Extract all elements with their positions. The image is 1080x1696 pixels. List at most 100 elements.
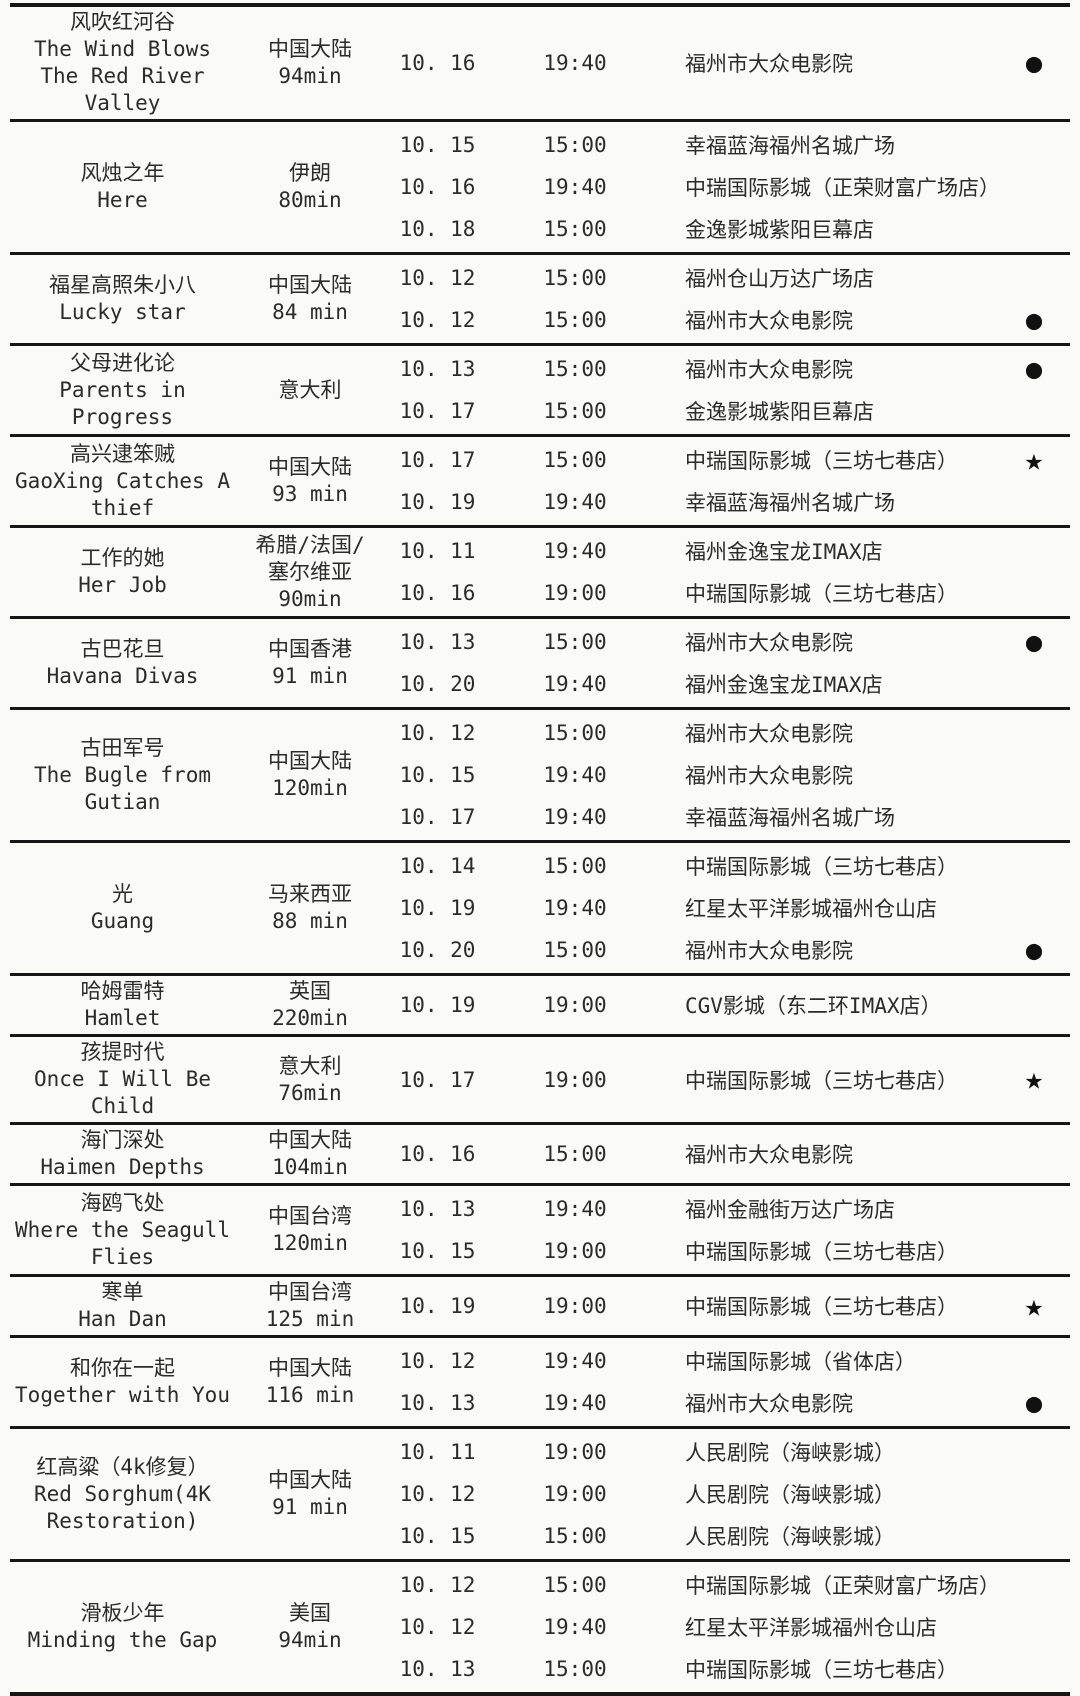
screening-schedule-table: 风吹红河谷 The Wind Blows The Red River Valle… [10, 3, 1070, 1696]
showing-venue: 福州仓山万达广场店 [685, 267, 874, 291]
showings-list: 10. 17 19:00 中瑞国际影城（三坊七巷店） ★ [385, 1039, 1070, 1120]
showing-time: 19:00 [543, 1482, 607, 1506]
film-origin-cell: 中国台湾 120min [235, 1188, 385, 1272]
showing-date: 10. 17 [399, 1067, 476, 1092]
star-marker-icon: ★ [1024, 1287, 1044, 1324]
showings-list: 10. 16 19:40 福州市大众电影院 ● [385, 9, 1070, 117]
showing-row: 10. 15 19:40 福州市大众电影院 [385, 754, 1070, 796]
showing-time: 15:00 [543, 1524, 607, 1548]
showing-venue: 福州市大众电影院 [685, 52, 853, 76]
film-title-cell: 和你在一起 Together with You [10, 1340, 235, 1424]
film-title-zh: 孩提时代 [80, 1040, 165, 1064]
film-title-cell: 古田军号 The Bugle from Gutian [10, 712, 235, 838]
showing-row: 10. 18 15:00 金逸影城紫阳巨幕店 [385, 208, 1070, 250]
film-title-zh: 古巴花旦 [80, 637, 165, 661]
showing-date: 10. 13 [399, 1657, 476, 1681]
showing-time: 15:00 [543, 854, 607, 878]
showing-venue: 福州市大众电影院 [685, 309, 853, 333]
film-row: 古巴花旦 Havana Divas 中国香港 91 min 10. 13 15:… [10, 619, 1070, 710]
showing-time: 19:40 [543, 51, 607, 75]
film-origin-cell: 意大利 76min [235, 1039, 385, 1120]
showing-venue: 福州市大众电影院 [685, 764, 853, 788]
showings-list: 10. 13 19:40 福州金融街万达广场店 10. 15 19:00 中瑞国… [385, 1188, 1070, 1272]
showing-date: 10. 18 [399, 217, 476, 241]
showing-time: 19:00 [543, 581, 607, 605]
film-title-en: Guang [90, 909, 155, 933]
film-title-zh: 风烛之年 [80, 161, 165, 185]
showing-time: 15:00 [543, 630, 607, 654]
film-origin-cell: 中国大陆 91 min [235, 1431, 385, 1557]
film-origin: 希腊/法国/ 塞尔维亚 [255, 532, 365, 584]
film-title-zh: 寒单 [101, 1280, 144, 1304]
showings-list: 10. 13 15:00 福州市大众电影院 ● 10. 20 19:40 福州金… [385, 621, 1070, 705]
film-title-zh: 高兴逮笨贼 [70, 441, 175, 466]
film-title-en: The Wind Blows The Red River Valley [33, 37, 211, 115]
showing-row: 10. 19 19:00 CGV影城（东二环IMAX店） [385, 984, 1070, 1026]
film-origin: 中国大陆 [268, 1356, 352, 1380]
showing-date: 10. 15 [399, 1524, 476, 1548]
film-duration: 90min [278, 586, 342, 611]
film-title-zh: 福星高照朱小八 [49, 273, 196, 297]
showing-time: 19:40 [543, 763, 607, 787]
showing-row: 10. 16 19:40 福州市大众电影院 ● [385, 42, 1070, 84]
film-title-en: Lucky star [59, 300, 186, 324]
film-title-cell: 风烛之年 Here [10, 124, 235, 250]
film-title-cell: 风吹红河谷 The Wind Blows The Red River Valle… [10, 9, 235, 117]
film-origin-cell: 中国大陆 120min [235, 712, 385, 838]
showing-date: 10. 16 [399, 1142, 476, 1166]
film-title-en: Minding the Gap [27, 1628, 218, 1652]
showing-date: 10. 17 [399, 805, 476, 829]
showing-venue: 金逸影城紫阳巨幕店 [685, 400, 874, 424]
showing-time: 19:40 [543, 1197, 607, 1221]
film-row: 风吹红河谷 The Wind Blows The Red River Valle… [10, 7, 1070, 122]
showing-row: 10. 15 15:00 幸福蓝海福州名城广场 [385, 124, 1070, 166]
showings-list: 10. 12 15:00 中瑞国际影城（正荣财富广场店） 10. 12 19:4… [385, 1564, 1070, 1690]
showing-venue: 人民剧院（海峡影城） [685, 1441, 895, 1465]
showing-time: 19:40 [543, 539, 607, 563]
dot-marker-icon: ● [1025, 1387, 1043, 1419]
film-duration: 93 min [272, 482, 348, 506]
showing-time: 15:00 [543, 721, 607, 745]
showing-row: 10. 19 19:40 幸福蓝海福州名城广场 [385, 481, 1070, 523]
film-title-en: Han Dan [78, 1307, 167, 1331]
showing-row: 10. 16 19:40 中瑞国际影城（正荣财富广场店） [385, 166, 1070, 208]
film-origin-cell: 意大利 [235, 348, 385, 432]
film-origin: 中国大陆 [268, 37, 352, 61]
film-row: 古田军号 The Bugle from Gutian 中国大陆 120min 1… [10, 710, 1070, 843]
showing-date: 10. 13 [399, 1391, 476, 1415]
star-marker-icon: ★ [1024, 441, 1044, 478]
showing-venue: 中瑞国际影城（正荣财富广场店） [685, 1574, 1000, 1598]
film-duration: 91 min [272, 1495, 348, 1519]
showings-list: 10. 11 19:40 福州金逸宝龙IMAX店 10. 16 19:00 中瑞… [385, 530, 1070, 614]
showings-list: 10. 19 19:00 中瑞国际影城（三坊七巷店） ★ [385, 1279, 1070, 1333]
showing-row: 10. 12 15:00 福州市大众电影院 [385, 712, 1070, 754]
film-origin-cell: 美国 94min [235, 1564, 385, 1690]
showing-venue: 中瑞国际影城（三坊七巷店） [685, 582, 958, 606]
page: { "page": { "background_color": "#fafaf9… [0, 3, 1080, 1696]
showing-venue: 红星太平洋影城福州仓山店 [685, 1616, 937, 1640]
film-title-cell: 古巴花旦 Havana Divas [10, 621, 235, 705]
star-marker-icon: ★ [1024, 1061, 1044, 1097]
film-row: 寒单 Han Dan 中国台湾 125 min 10. 19 19:00 中瑞国… [10, 1277, 1070, 1338]
film-origin: 中国台湾 [268, 1280, 352, 1304]
showing-date: 10. 12 [399, 266, 476, 290]
showing-time: 19:40 [543, 672, 607, 696]
film-origin: 伊朗 [289, 161, 331, 185]
showing-date: 10. 16 [399, 175, 476, 199]
film-title-zh: 古田军号 [80, 735, 165, 760]
film-duration: 76min [278, 1080, 342, 1105]
film-title-en: GaoXing Catches A thief [15, 468, 230, 520]
dot-marker-icon: ● [1025, 626, 1043, 658]
showings-list: 10. 17 15:00 中瑞国际影城（三坊七巷店） ★ 10. 19 19:4… [385, 439, 1070, 523]
showings-list: 10. 12 15:00 福州仓山万达广场店 10. 12 15:00 福州市大… [385, 257, 1070, 341]
showing-row: 10. 13 15:00 福州市大众电影院 ● [385, 348, 1070, 390]
showing-date: 10. 19 [399, 896, 476, 920]
film-duration: 125 min [265, 1307, 355, 1331]
film-duration: 120min [272, 776, 348, 800]
film-title-zh: 滑板少年 [80, 1601, 165, 1625]
film-title-cell: 滑板少年 Minding the Gap [10, 1564, 235, 1690]
film-title-en: Where the Seagull Flies [15, 1217, 230, 1269]
film-origin: 中国大陆 [268, 1468, 352, 1492]
showing-time: 19:00 [543, 1440, 607, 1464]
showing-date: 10. 19 [399, 993, 476, 1017]
